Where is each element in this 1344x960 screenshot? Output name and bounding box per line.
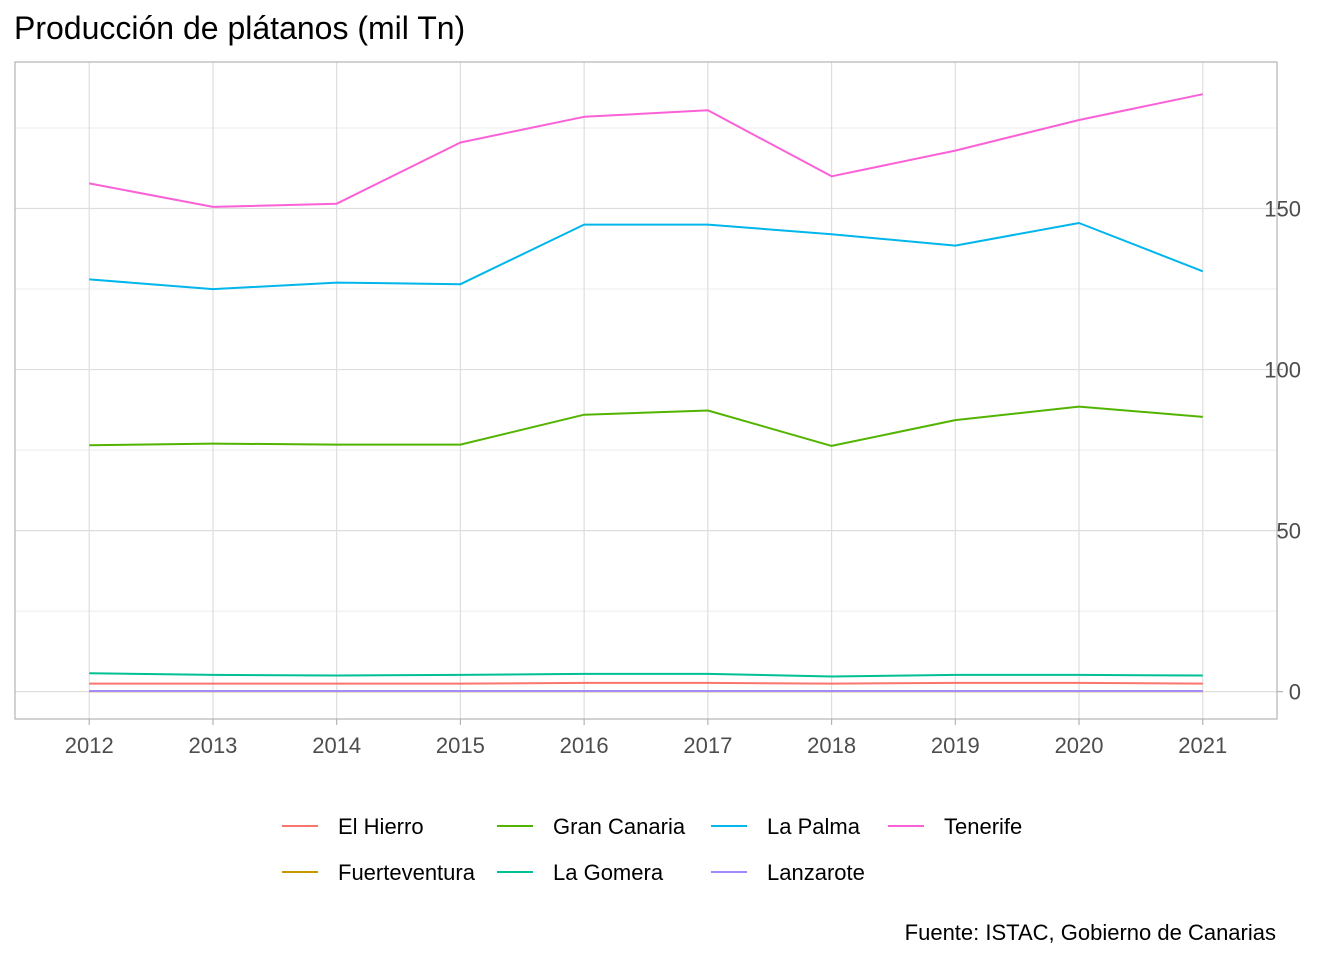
- y-tick-label: 0: [1289, 680, 1301, 705]
- y-tick-label: 50: [1277, 519, 1301, 544]
- series-line-el-hierro: [89, 681, 1203, 685]
- x-tick-label: 2013: [188, 733, 237, 758]
- grid: [15, 62, 1277, 719]
- chart-title: Producción de plátanos (mil Tn): [14, 10, 466, 46]
- plot-panel-border: [14, 61, 1278, 720]
- legend-label: Tenerife: [944, 814, 1022, 839]
- source-caption: Fuente: ISTAC, Gobierno de Canarias: [904, 920, 1276, 945]
- x-tick-label: 2015: [436, 733, 485, 758]
- legend-item-tenerife: Tenerife: [888, 814, 1022, 839]
- legend-label: El Hierro: [338, 814, 424, 839]
- series-line-la-palma: [89, 222, 1204, 291]
- legend-item-el-hierro: El Hierro: [282, 814, 424, 839]
- y-tick-label: 100: [1264, 358, 1301, 383]
- legend-label: Fuerteventura: [338, 860, 476, 885]
- legend-label: La Gomera: [553, 860, 664, 885]
- x-tick-label: 2012: [65, 733, 114, 758]
- legend: El Hierro Fuerteventura Gran Canaria La Gom…: [282, 814, 1022, 885]
- x-tick-label: 2021: [1178, 733, 1227, 758]
- x-tick-label: 2017: [683, 733, 732, 758]
- legend-label: La Palma: [767, 814, 861, 839]
- legend-item-la-palma: La Palma: [711, 814, 861, 839]
- legend-item-gran-canaria: Gran Canaria: [497, 814, 686, 839]
- series-line-la-gomera: [89, 672, 1203, 678]
- legend-item-fuerteventura: Fuerteventura: [282, 860, 476, 885]
- series-line-gran-canaria: [89, 405, 1203, 447]
- x-axis: 2012 2013 2014 2015 2016 2017 2018 2019 2020 2021: [65, 719, 1227, 758]
- legend-item-lanzarote: Lanzarote: [711, 860, 865, 885]
- series-line-tenerife: [89, 93, 1204, 208]
- x-tick-label: 2020: [1055, 733, 1104, 758]
- x-tick-label: 2016: [560, 733, 609, 758]
- x-tick-label: 2018: [807, 733, 856, 758]
- legend-item-la-gomera: La Gomera: [497, 860, 664, 885]
- legend-label: Gran Canaria: [553, 814, 686, 839]
- series-lines: [89, 93, 1204, 693]
- y-axis: 0 50 100 150: [1264, 197, 1301, 705]
- y-tick-label: 150: [1264, 197, 1301, 222]
- x-tick-label: 2019: [931, 733, 980, 758]
- legend-label: Lanzarote: [767, 860, 865, 885]
- x-tick-label: 2014: [312, 733, 361, 758]
